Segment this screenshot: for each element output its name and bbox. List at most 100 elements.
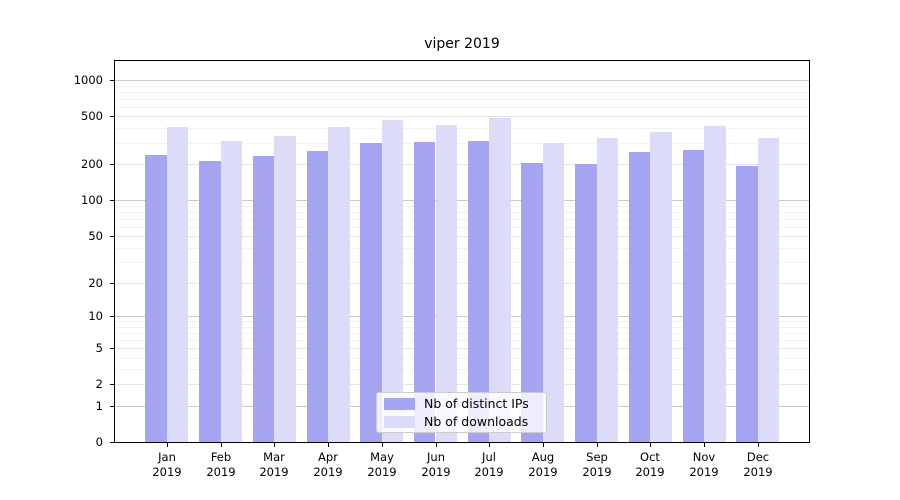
bar-distinct-ips xyxy=(145,154,167,442)
gridline-40 xyxy=(115,248,809,249)
gridline-80 xyxy=(115,212,809,213)
bar-downloads xyxy=(704,125,726,442)
y-tick-mark xyxy=(110,316,114,317)
gridline-5 xyxy=(115,348,809,349)
gridline-60 xyxy=(115,227,809,228)
y-tick-mark xyxy=(110,283,114,284)
x-tick-label-jan: Jan 2019 xyxy=(152,450,182,479)
y-tick-mark xyxy=(110,116,114,117)
legend-swatch-downloads xyxy=(384,415,415,428)
plot-area xyxy=(114,60,810,443)
bar-distinct-ips xyxy=(360,143,382,442)
bar-distinct-ips xyxy=(575,164,597,442)
legend-item-distinct-ips: Nb of distinct IPs xyxy=(384,396,538,412)
chart-title: viper 2019 xyxy=(424,36,500,52)
x-tick-mark xyxy=(543,443,544,447)
gridline-3 xyxy=(115,369,809,370)
bar-downloads xyxy=(328,126,350,442)
bar-distinct-ips xyxy=(736,166,758,442)
bar-distinct-ips xyxy=(413,141,436,442)
y-tick-label: 200 xyxy=(81,157,103,171)
legend-label: Nb of distinct IPs xyxy=(424,395,529,411)
x-tick-label-aug: Aug 2019 xyxy=(528,450,558,479)
bar-downloads xyxy=(435,124,458,442)
gridline-4 xyxy=(115,358,809,359)
gridline-600 xyxy=(115,107,809,108)
x-tick-mark xyxy=(436,443,437,447)
gridline-9 xyxy=(115,321,809,322)
y-tick-label: 500 xyxy=(81,109,103,123)
y-tick-label: 50 xyxy=(88,229,103,243)
bar-distinct-ips xyxy=(252,155,275,442)
y-tick-label: 2 xyxy=(95,377,103,391)
gridline-400 xyxy=(115,128,809,129)
bar-downloads xyxy=(489,118,511,442)
y-tick-label: 1 xyxy=(95,399,103,413)
gridline-900 xyxy=(115,86,809,87)
y-tick-mark xyxy=(110,348,114,349)
bar-distinct-ips xyxy=(521,162,543,442)
x-tick-mark xyxy=(489,443,490,447)
y-tick-label: 100 xyxy=(81,193,103,207)
gridline-8 xyxy=(115,327,809,328)
gridline-7 xyxy=(115,333,809,334)
y-tick-label: 20 xyxy=(88,276,103,290)
x-tick-label-may: May 2019 xyxy=(367,450,397,479)
gridline-1000 xyxy=(115,80,809,81)
gridline-70 xyxy=(115,219,809,220)
gridline-2 xyxy=(115,384,809,385)
x-tick-label-mar: Mar 2019 xyxy=(259,450,289,479)
x-tick-mark xyxy=(221,443,222,447)
y-tick-mark xyxy=(110,406,114,407)
bar-distinct-ips xyxy=(682,149,705,442)
x-tick-mark xyxy=(650,443,651,447)
x-tick-label-sep: Sep 2019 xyxy=(582,450,612,479)
bar-distinct-ips xyxy=(467,140,490,442)
bar-downloads xyxy=(381,120,404,442)
x-tick-label-dec: Dec 2019 xyxy=(743,450,773,479)
gridline-10 xyxy=(115,316,809,317)
y-tick-mark xyxy=(110,384,114,385)
y-tick-mark xyxy=(110,236,114,237)
x-tick-mark xyxy=(382,443,383,447)
gridline-50 xyxy=(115,236,809,237)
bar-downloads xyxy=(596,137,619,442)
gridline-700 xyxy=(115,99,809,100)
legend-label: Nb of downloads xyxy=(424,413,529,429)
bar-downloads xyxy=(650,131,672,442)
x-tick-mark xyxy=(704,443,705,447)
gridline-500 xyxy=(115,116,809,117)
y-tick-label: 0 xyxy=(95,435,103,449)
gridline-300 xyxy=(115,143,809,144)
y-tick-mark xyxy=(110,442,114,443)
gridline-30 xyxy=(115,262,809,263)
gridline-90 xyxy=(115,206,809,207)
x-tick-label-oct: Oct 2019 xyxy=(635,450,665,479)
gridline-200 xyxy=(115,164,809,165)
bar-distinct-ips xyxy=(628,152,651,442)
y-tick-mark xyxy=(110,164,114,165)
y-tick-label: 5 xyxy=(95,341,103,355)
y-tick-mark xyxy=(110,200,114,201)
x-tick-label-nov: Nov 2019 xyxy=(689,450,719,479)
gridline-800 xyxy=(115,92,809,93)
x-tick-mark xyxy=(167,443,168,447)
bar-downloads xyxy=(166,126,189,442)
y-tick-label: 10 xyxy=(88,309,103,323)
bar-downloads xyxy=(220,140,243,442)
x-tick-label-apr: Apr 2019 xyxy=(313,450,343,479)
gridline-20 xyxy=(115,283,809,284)
x-tick-mark xyxy=(758,443,759,447)
x-tick-label-feb: Feb 2019 xyxy=(206,450,236,479)
gridline-100 xyxy=(115,200,809,201)
bar-distinct-ips xyxy=(199,161,221,442)
legend-item-downloads: Nb of downloads xyxy=(384,414,538,430)
y-tick-label: 1000 xyxy=(73,73,103,87)
x-tick-label-jul: Jul 2019 xyxy=(474,450,504,479)
bar-downloads xyxy=(757,137,780,442)
x-tick-mark xyxy=(328,443,329,447)
x-tick-mark xyxy=(274,443,275,447)
x-tick-mark xyxy=(597,443,598,447)
bar-downloads xyxy=(274,135,296,442)
